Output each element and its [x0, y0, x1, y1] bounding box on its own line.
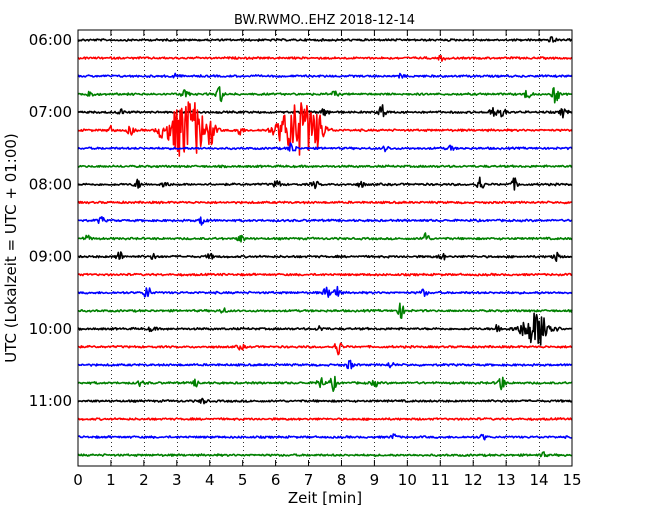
- trace-0845: [77, 232, 573, 243]
- trace-1030: [77, 359, 573, 370]
- trace-1130: [78, 433, 573, 441]
- x-tick-label: 14: [530, 471, 549, 489]
- trace-0945: [77, 302, 573, 320]
- trace-1100: [77, 397, 573, 405]
- traces: [77, 36, 573, 458]
- y-tick-label: 09:00: [29, 248, 72, 266]
- trace-1045: [77, 375, 573, 393]
- x-tick-label: 13: [497, 471, 516, 489]
- x-tick-label: 1: [106, 471, 116, 489]
- trace-1115: [77, 417, 573, 422]
- trace-0615: [77, 54, 573, 62]
- trace-1145: [77, 451, 573, 458]
- x-tick-label: 9: [370, 471, 380, 489]
- chart-title: BW.RWMO..EHZ 2018-12-14: [234, 13, 415, 28]
- x-axis-label: Zeit [min]: [288, 489, 362, 507]
- trace-0830: [77, 216, 573, 226]
- y-tick-label: 07:00: [29, 103, 72, 121]
- x-tick-label: 4: [205, 471, 215, 489]
- trace-0645: [77, 86, 573, 104]
- axis-ticks: 0 1 2 3 4 5 6 7 8 9 10 11 12 13 14 1506:0007:0008:0009:…: [29, 30, 582, 489]
- trace-1000: [77, 312, 573, 346]
- trace-0800: [77, 176, 573, 191]
- trace-0630: [77, 72, 573, 79]
- plot-frame: [77, 29, 573, 467]
- trace-0745: [77, 164, 573, 169]
- trace-0900: [77, 251, 573, 263]
- x-tick-label: 10: [398, 471, 417, 489]
- trace-0730: [77, 142, 573, 153]
- x-tick-label: 5: [238, 471, 248, 489]
- trace-0930: [77, 285, 573, 298]
- x-tick-label: 2: [139, 471, 149, 489]
- trace-0915: [77, 272, 573, 277]
- y-tick-label: 06:00: [29, 31, 72, 49]
- x-tick-label: 0: [73, 471, 83, 489]
- trace-0600: [77, 36, 573, 43]
- y-tick-label: 10:00: [29, 320, 72, 338]
- x-tick-label: 11: [431, 471, 450, 489]
- x-tick-label: 12: [464, 471, 483, 489]
- vertical-grid: [111, 30, 540, 466]
- x-tick-label: 3: [172, 471, 182, 489]
- x-tick-label: 8: [337, 471, 347, 489]
- x-tick-label: 15: [562, 471, 581, 489]
- y-axis-label: UTC (Lokalzeit = UTC + 01:00): [2, 133, 20, 363]
- trace-0815: [77, 200, 573, 205]
- x-tick-label: 7: [304, 471, 314, 489]
- trace-0715: [77, 101, 573, 157]
- trace-0700: [77, 104, 573, 119]
- y-tick-label: 08:00: [29, 175, 72, 193]
- trace-1015: [77, 342, 573, 356]
- x-tick-label: 6: [271, 471, 281, 489]
- y-tick-label: 11:00: [29, 392, 72, 410]
